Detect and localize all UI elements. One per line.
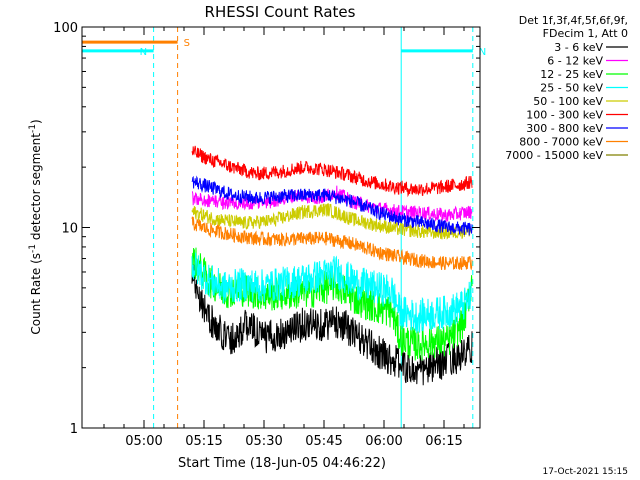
chart-title: RHESSI Count Rates <box>205 3 356 21</box>
x-tick-label-6: 06:15 <box>425 434 462 449</box>
legend-label-6: 100 - 300 keV <box>526 109 603 122</box>
legend: Det 1f,3f,4f,5f,6f,9f, FDecim 1, Att 0 3… <box>505 14 628 162</box>
y-axis-label: Count Rate (s-1 detector segment-1) <box>28 119 43 334</box>
legend-label-4: 25 - 50 keV <box>540 82 603 95</box>
x-tick-label-4: 05:45 <box>305 434 342 449</box>
series-line-5 <box>191 203 473 240</box>
legend-header-line-2: FDecim 1, Att 0 <box>543 27 628 40</box>
state-bar-label-3: S <box>184 38 190 49</box>
legend-label-5: 50 - 100 keV <box>533 95 603 108</box>
series-line-8 <box>191 216 473 271</box>
legend-label-9: 7000 - 15000 keV <box>505 149 603 162</box>
legend-header-line-1: Det 1f,3f,4f,5f,6f,9f, <box>519 14 628 27</box>
y-axis-label-sup2: -1 <box>28 124 38 133</box>
x-tick-label-3: 05:30 <box>245 434 282 449</box>
y-axis-label-sup1: -1 <box>28 244 38 253</box>
state-bar-label-2: N <box>479 47 486 58</box>
x-tick-label-1: 05:00 <box>125 434 162 449</box>
legend-label-3: 12 - 25 keV <box>540 68 603 81</box>
legend-label-7: 300 - 800 keV <box>526 122 603 135</box>
legend-label-2: 6 - 12 keV <box>547 55 603 68</box>
y-tick-label-3: 100 <box>53 21 78 36</box>
legend-label-8: 800 - 7000 keV <box>519 136 603 149</box>
state-bar-label-1: N <box>140 47 147 58</box>
series-line-4 <box>191 252 473 334</box>
legend-label-1: 3 - 6 keV <box>554 41 603 54</box>
y-axis-label-part1: Count Rate (s <box>29 253 43 335</box>
y-tick-label-2: 10 <box>61 222 78 237</box>
series-line-2 <box>191 185 473 223</box>
plot-area: N NS <box>81 27 486 428</box>
y-axis-label-part2: detector segment <box>29 133 43 244</box>
axes: 05:00 05:15 05:30 05:45 06:00 06:15 1 10 100 <box>53 21 480 449</box>
series-line-6 <box>191 145 473 198</box>
x-tick-label-5: 06:00 <box>365 434 402 449</box>
x-axis-label: Start Time (18-Jun-05 04:46:22) <box>178 456 386 471</box>
y-axis-label-part3: ) <box>29 119 43 124</box>
generation-timestamp: 17-Oct-2021 15:15 <box>543 467 628 477</box>
series-line-1 <box>191 264 473 386</box>
y-tick-label-1: 1 <box>70 422 78 437</box>
series-line-7 <box>191 175 473 236</box>
x-tick-label-2: 05:15 <box>185 434 222 449</box>
